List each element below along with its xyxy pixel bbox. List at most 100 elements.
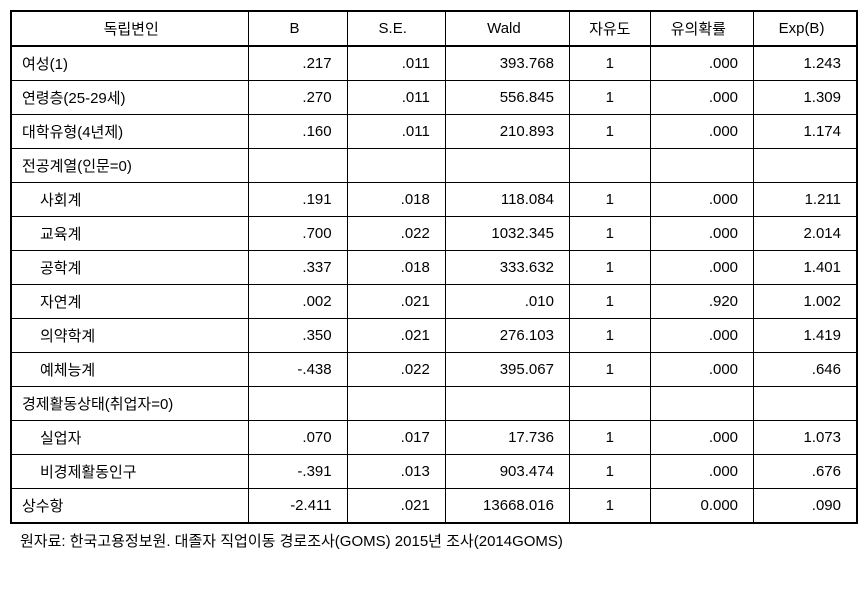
cell-wald: 393.768 [445,46,569,81]
cell-b: .160 [249,115,347,149]
cell-se: .017 [347,421,445,455]
cell-se: .021 [347,285,445,319]
table-row: 예체능계-.438.022395.0671.000.646 [11,353,857,387]
cell-sig: .000 [650,183,753,217]
cell-variable: 연령층(25-29세) [11,81,249,115]
header-exp: Exp(B) [754,11,857,46]
cell-sig: .000 [650,421,753,455]
cell-b: .350 [249,319,347,353]
header-se: S.E. [347,11,445,46]
cell-wald: 17.736 [445,421,569,455]
cell-sig: .000 [650,319,753,353]
cell-sig: .000 [650,46,753,81]
cell-variable: 실업자 [11,421,249,455]
cell-b: .217 [249,46,347,81]
cell-df: 1 [569,285,650,319]
cell-exp: .676 [754,455,857,489]
cell-se: .018 [347,251,445,285]
table-row: 대학유형(4년제).160.011210.8931.0001.174 [11,115,857,149]
table-row: 자연계.002.021.0101.9201.002 [11,285,857,319]
cell-variable: 상수항 [11,489,249,524]
cell-exp: 1.174 [754,115,857,149]
cell-b: .337 [249,251,347,285]
cell-sig: .000 [650,217,753,251]
cell-se: .013 [347,455,445,489]
cell-variable: 공학계 [11,251,249,285]
header-df: 자유도 [569,11,650,46]
table-row: 의약학계.350.021276.1031.0001.419 [11,319,857,353]
cell-df [569,149,650,183]
cell-wald: 556.845 [445,81,569,115]
cell-variable: 교육계 [11,217,249,251]
cell-exp: .646 [754,353,857,387]
cell-sig [650,149,753,183]
cell-b: -2.411 [249,489,347,524]
cell-df: 1 [569,421,650,455]
cell-b: .700 [249,217,347,251]
cell-df: 1 [569,319,650,353]
table-row: 여성(1).217.011393.7681.0001.243 [11,46,857,81]
cell-df: 1 [569,455,650,489]
cell-df: 1 [569,115,650,149]
cell-exp: 1.073 [754,421,857,455]
cell-variable: 예체능계 [11,353,249,387]
cell-exp: 1.401 [754,251,857,285]
cell-df: 1 [569,353,650,387]
header-variable: 독립변인 [11,11,249,46]
table-row: 비경제활동인구-.391.013903.4741.000.676 [11,455,857,489]
cell-variable: 비경제활동인구 [11,455,249,489]
cell-se: .022 [347,217,445,251]
cell-exp: 1.309 [754,81,857,115]
cell-b: -.391 [249,455,347,489]
cell-se: .022 [347,353,445,387]
cell-se [347,149,445,183]
cell-variable: 사회계 [11,183,249,217]
cell-sig: 0.000 [650,489,753,524]
cell-exp: 2.014 [754,217,857,251]
cell-sig: .000 [650,251,753,285]
cell-variable: 경제활동상태(취업자=0) [11,387,249,421]
header-wald: Wald [445,11,569,46]
cell-se: .011 [347,115,445,149]
regression-table: 독립변인 B S.E. Wald 자유도 유의확률 Exp(B) 여성(1).2… [10,10,858,524]
cell-variable: 여성(1) [11,46,249,81]
cell-b: .070 [249,421,347,455]
cell-sig: .000 [650,115,753,149]
source-note: 원자료: 한국고용정보원. 대졸자 직업이동 경로조사(GOMS) 2015년 … [10,524,858,551]
cell-wald: 395.067 [445,353,569,387]
cell-b: .002 [249,285,347,319]
cell-sig: .000 [650,455,753,489]
cell-exp: 1.002 [754,285,857,319]
table-row: 연령층(25-29세).270.011556.8451.0001.309 [11,81,857,115]
cell-df: 1 [569,183,650,217]
cell-se: .021 [347,319,445,353]
cell-se: .021 [347,489,445,524]
cell-sig: .000 [650,81,753,115]
cell-sig: .920 [650,285,753,319]
cell-se [347,387,445,421]
cell-wald [445,149,569,183]
cell-se: .018 [347,183,445,217]
cell-b [249,149,347,183]
cell-se: .011 [347,81,445,115]
cell-wald: 1032.345 [445,217,569,251]
cell-df: 1 [569,489,650,524]
cell-variable: 전공계열(인문=0) [11,149,249,183]
cell-variable: 대학유형(4년제) [11,115,249,149]
cell-wald: .010 [445,285,569,319]
cell-df: 1 [569,81,650,115]
cell-wald: 333.632 [445,251,569,285]
cell-wald: 210.893 [445,115,569,149]
cell-se: .011 [347,46,445,81]
cell-df: 1 [569,46,650,81]
cell-df: 1 [569,251,650,285]
cell-exp: 1.211 [754,183,857,217]
table-row: 사회계.191.018118.0841.0001.211 [11,183,857,217]
cell-wald: 118.084 [445,183,569,217]
cell-wald: 13668.016 [445,489,569,524]
table-row: 실업자.070.01717.7361.0001.073 [11,421,857,455]
header-sig: 유의확률 [650,11,753,46]
table-body: 여성(1).217.011393.7681.0001.243연령층(25-29세… [11,46,857,523]
cell-exp: .090 [754,489,857,524]
cell-wald: 903.474 [445,455,569,489]
